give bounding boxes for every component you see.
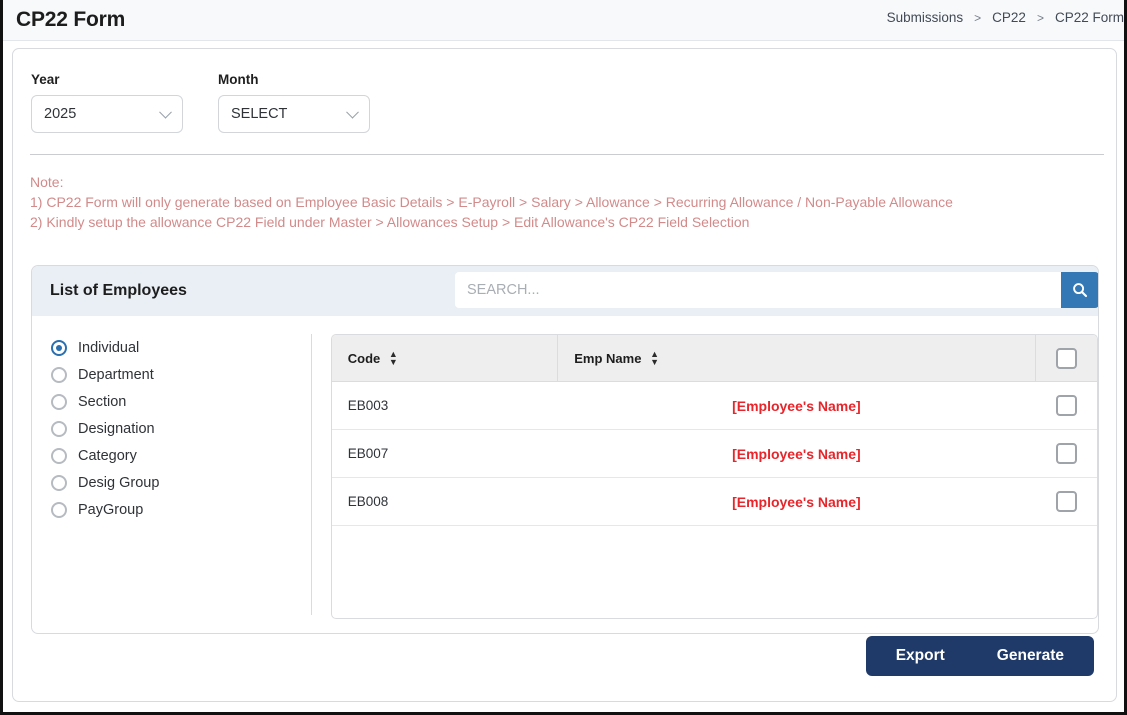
table-row: EB003 [Employee's Name] — [331, 381, 1097, 430]
year-select-value: 2025 — [44, 106, 77, 122]
employees-panel: List of Employees Indiv — [31, 265, 1099, 634]
search-icon — [1073, 283, 1088, 298]
radio-label: Category — [78, 447, 137, 464]
radio-label: PayGroup — [78, 501, 144, 518]
export-button[interactable]: Export — [865, 636, 971, 676]
group-by-radio-group: Individual Department Section Designatio… — [32, 334, 312, 615]
employees-table: Code ▲ ▼ Emp Name ▲ ▼ — [330, 334, 1098, 619]
radio-icon[interactable] — [51, 366, 67, 383]
year-field: Year 2025 — [31, 72, 183, 133]
sort-icon[interactable]: ▲ ▼ — [388, 349, 398, 367]
column-header-emp-name[interactable]: Emp Name ▲ ▼ — [557, 335, 1036, 382]
cell-code: EB008 — [331, 477, 558, 526]
radio-icon[interactable] — [51, 339, 67, 356]
row-checkbox[interactable] — [1055, 395, 1077, 416]
table-header-row: Code ▲ ▼ Emp Name ▲ ▼ — [331, 335, 1097, 382]
search-input[interactable] — [455, 272, 1061, 308]
select-all-checkbox[interactable] — [1055, 347, 1077, 369]
note-heading: Note: — [30, 174, 64, 190]
radio-option-individual[interactable]: Individual — [51, 334, 311, 361]
radio-option-paygroup[interactable]: PayGroup — [51, 496, 311, 523]
row-checkbox[interactable] — [1055, 491, 1077, 512]
radio-option-designation[interactable]: Designation — [51, 415, 311, 442]
generate-button[interactable]: Generate — [970, 636, 1094, 676]
radio-icon[interactable] — [51, 474, 67, 491]
year-select[interactable]: 2025 — [31, 95, 183, 133]
column-header-code-label: Code — [347, 351, 381, 366]
table-row: EB007 [Employee's Name] — [331, 429, 1097, 478]
table-row: EB008 [Employee's Name] — [331, 477, 1097, 526]
cell-emp-name: [Employee's Name] — [557, 429, 1035, 478]
column-header-emp-name-label: Emp Name — [574, 351, 642, 366]
cell-select — [1035, 477, 1097, 526]
main-card: Year 2025 Month SELECT Note: 1) CP22 For… — [12, 48, 1117, 702]
radio-option-category[interactable]: Category — [51, 442, 311, 469]
filter-row: Year 2025 Month SELECT — [13, 49, 1116, 133]
breadcrumb: Submissions > CP22 > CP22 Form — [887, 10, 1124, 25]
radio-icon[interactable] — [51, 420, 67, 437]
radio-icon[interactable] — [51, 393, 67, 410]
cell-code: EB007 — [331, 429, 558, 478]
month-label: Month — [218, 72, 259, 87]
radio-option-section[interactable]: Section — [51, 388, 311, 415]
column-header-code[interactable]: Code ▲ ▼ — [331, 335, 559, 382]
section-divider — [30, 154, 1104, 155]
cell-emp-name: [Employee's Name] — [557, 381, 1035, 430]
radio-icon[interactable] — [51, 447, 67, 464]
radio-label: Department — [78, 366, 154, 383]
chevron-down-icon — [159, 105, 172, 119]
page-title: CP22 Form — [16, 8, 126, 31]
employees-panel-body: Individual Department Section Designatio… — [32, 316, 1098, 633]
breadcrumb-item-submissions[interactable]: Submissions — [886, 10, 964, 25]
month-select-value: SELECT — [231, 106, 288, 122]
month-select[interactable]: SELECT — [218, 95, 370, 133]
note-line-2: 2) Kindly setup the allowance CP22 Field… — [30, 214, 750, 230]
radio-option-department[interactable]: Department — [51, 361, 311, 388]
chevron-down-icon — [346, 105, 359, 119]
radio-label: Individual — [78, 339, 140, 356]
cell-select — [1035, 429, 1097, 478]
note-block: Note: 1) CP22 Form will only generate ba… — [13, 155, 1116, 232]
cell-code: EB003 — [331, 381, 558, 430]
action-buttons: Export Generate — [865, 636, 1094, 676]
cell-select — [1035, 381, 1097, 430]
employees-panel-title: List of Employees — [50, 282, 187, 299]
note-line-1: 1) CP22 Form will only generate based on… — [30, 194, 953, 210]
cell-emp-name: [Employee's Name] — [557, 477, 1035, 526]
sort-icon[interactable]: ▲ ▼ — [650, 349, 659, 367]
radio-icon[interactable] — [51, 501, 67, 518]
breadcrumb-item-cp22[interactable]: CP22 — [992, 10, 1026, 25]
employees-panel-header: List of Employees — [32, 266, 1098, 316]
radio-label: Desig Group — [78, 474, 160, 491]
breadcrumb-separator-icon: > — [1036, 10, 1044, 25]
search-bar — [455, 272, 1098, 308]
search-button[interactable] — [1061, 272, 1098, 308]
column-header-select-all — [1035, 335, 1097, 382]
breadcrumb-item-cp22-form: CP22 Form — [1054, 10, 1124, 25]
breadcrumb-separator-icon: > — [974, 10, 982, 25]
top-bar: CP22 Form Submissions > CP22 > CP22 Form — [3, 0, 1124, 41]
radio-label: Designation — [78, 420, 155, 437]
year-label: Year — [31, 72, 60, 87]
row-checkbox[interactable] — [1055, 443, 1077, 464]
radio-label: Section — [78, 393, 127, 410]
month-field: Month SELECT — [218, 72, 370, 133]
radio-option-desig-group[interactable]: Desig Group — [51, 469, 311, 496]
